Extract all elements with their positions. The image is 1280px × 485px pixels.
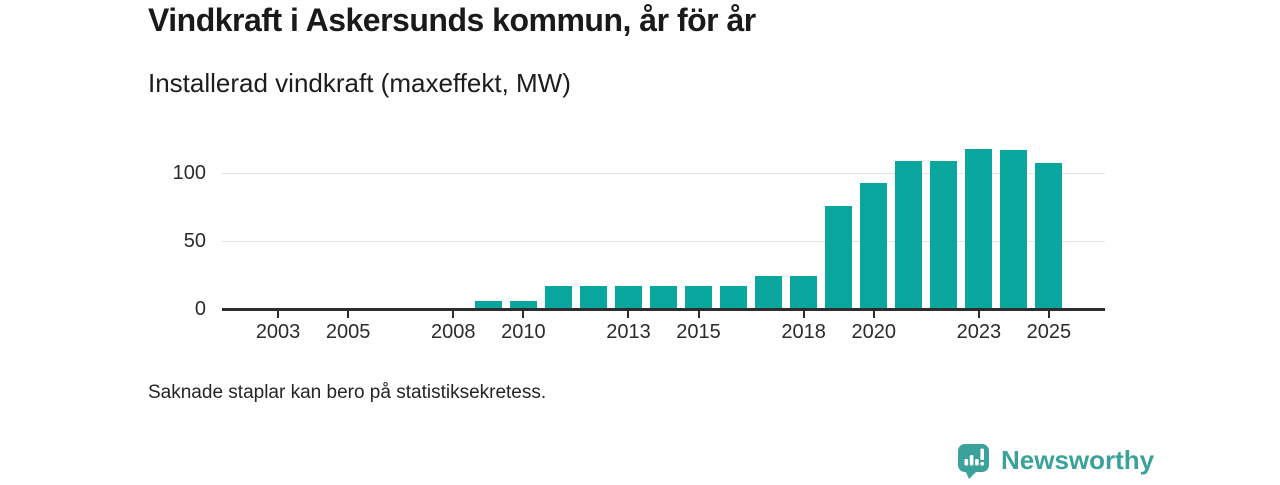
x-axis-tick-2005 (347, 311, 350, 318)
x-axis-label-2013: 2013 (606, 321, 651, 343)
x-axis-tick-2025 (1047, 311, 1050, 318)
x-axis-tick-2003 (277, 311, 280, 318)
x-axis-tick-2018 (802, 311, 805, 318)
bar-2023 (965, 148, 993, 309)
bar-2025 (1035, 162, 1063, 309)
chart-subtitle: Installerad vindkraft (maxeffekt, MW) (148, 68, 571, 98)
bar-2013 (614, 285, 642, 309)
newsworthy-wordmark: Newsworthy (1001, 445, 1155, 475)
x-axis-label-2008: 2008 (431, 321, 476, 343)
gridline-100 (222, 172, 1105, 174)
bar-2024 (1000, 150, 1028, 309)
y-axis-label-100: 100 (172, 162, 206, 185)
bar-2020 (860, 182, 888, 309)
bar-2015 (685, 285, 713, 309)
bar-2017 (755, 276, 783, 309)
x-axis-tick-2013 (627, 311, 630, 318)
x-axis-tick-2020 (872, 311, 875, 318)
x-axis-tick-2010 (522, 311, 525, 318)
x-axis-label-2003: 2003 (255, 321, 301, 343)
newsworthy-logo: Newsworthy (957, 443, 1154, 485)
chart-title: Vindkraft i Askersunds kommun, år för år (148, 2, 756, 38)
bar-chart-speech-bubble-icon (957, 443, 991, 485)
y-axis-label-0: 0 (194, 298, 206, 320)
x-axis-label-2015: 2015 (676, 321, 721, 343)
bar-2011 (544, 285, 572, 309)
bar-2018 (790, 276, 818, 309)
x-axis-label-2020: 2020 (851, 321, 896, 343)
x-axis-tick-2015 (697, 311, 700, 318)
bar-2014 (650, 285, 677, 309)
bar-2016 (720, 285, 748, 309)
x-axis-label-2018: 2018 (781, 321, 826, 343)
bar-2021 (895, 161, 923, 309)
plot-area: 2003 2005 2008 2010 2013 2015 2018 2020 2023 2025 (222, 140, 1105, 343)
gridline-50 (222, 240, 1105, 242)
x-axis-label-2023: 2023 (956, 321, 1002, 343)
bar-2022 (930, 161, 958, 309)
bar-2019 (825, 205, 853, 309)
x-axis-label-2005: 2005 (325, 321, 371, 343)
x-axis-tick-2023 (977, 311, 980, 318)
x-axis-label-2025: 2025 (1026, 321, 1072, 343)
footnote: Saknade staplar kan bero på statistiksek… (148, 382, 547, 403)
bar-2010 (509, 300, 537, 309)
x-axis-line (222, 307, 1105, 311)
bar-2009 (474, 300, 502, 309)
bar-2012 (579, 285, 607, 309)
y-axis-label-50: 50 (183, 230, 206, 253)
x-axis-tick-2008 (452, 311, 455, 318)
x-axis-label-2010: 2010 (501, 321, 546, 343)
